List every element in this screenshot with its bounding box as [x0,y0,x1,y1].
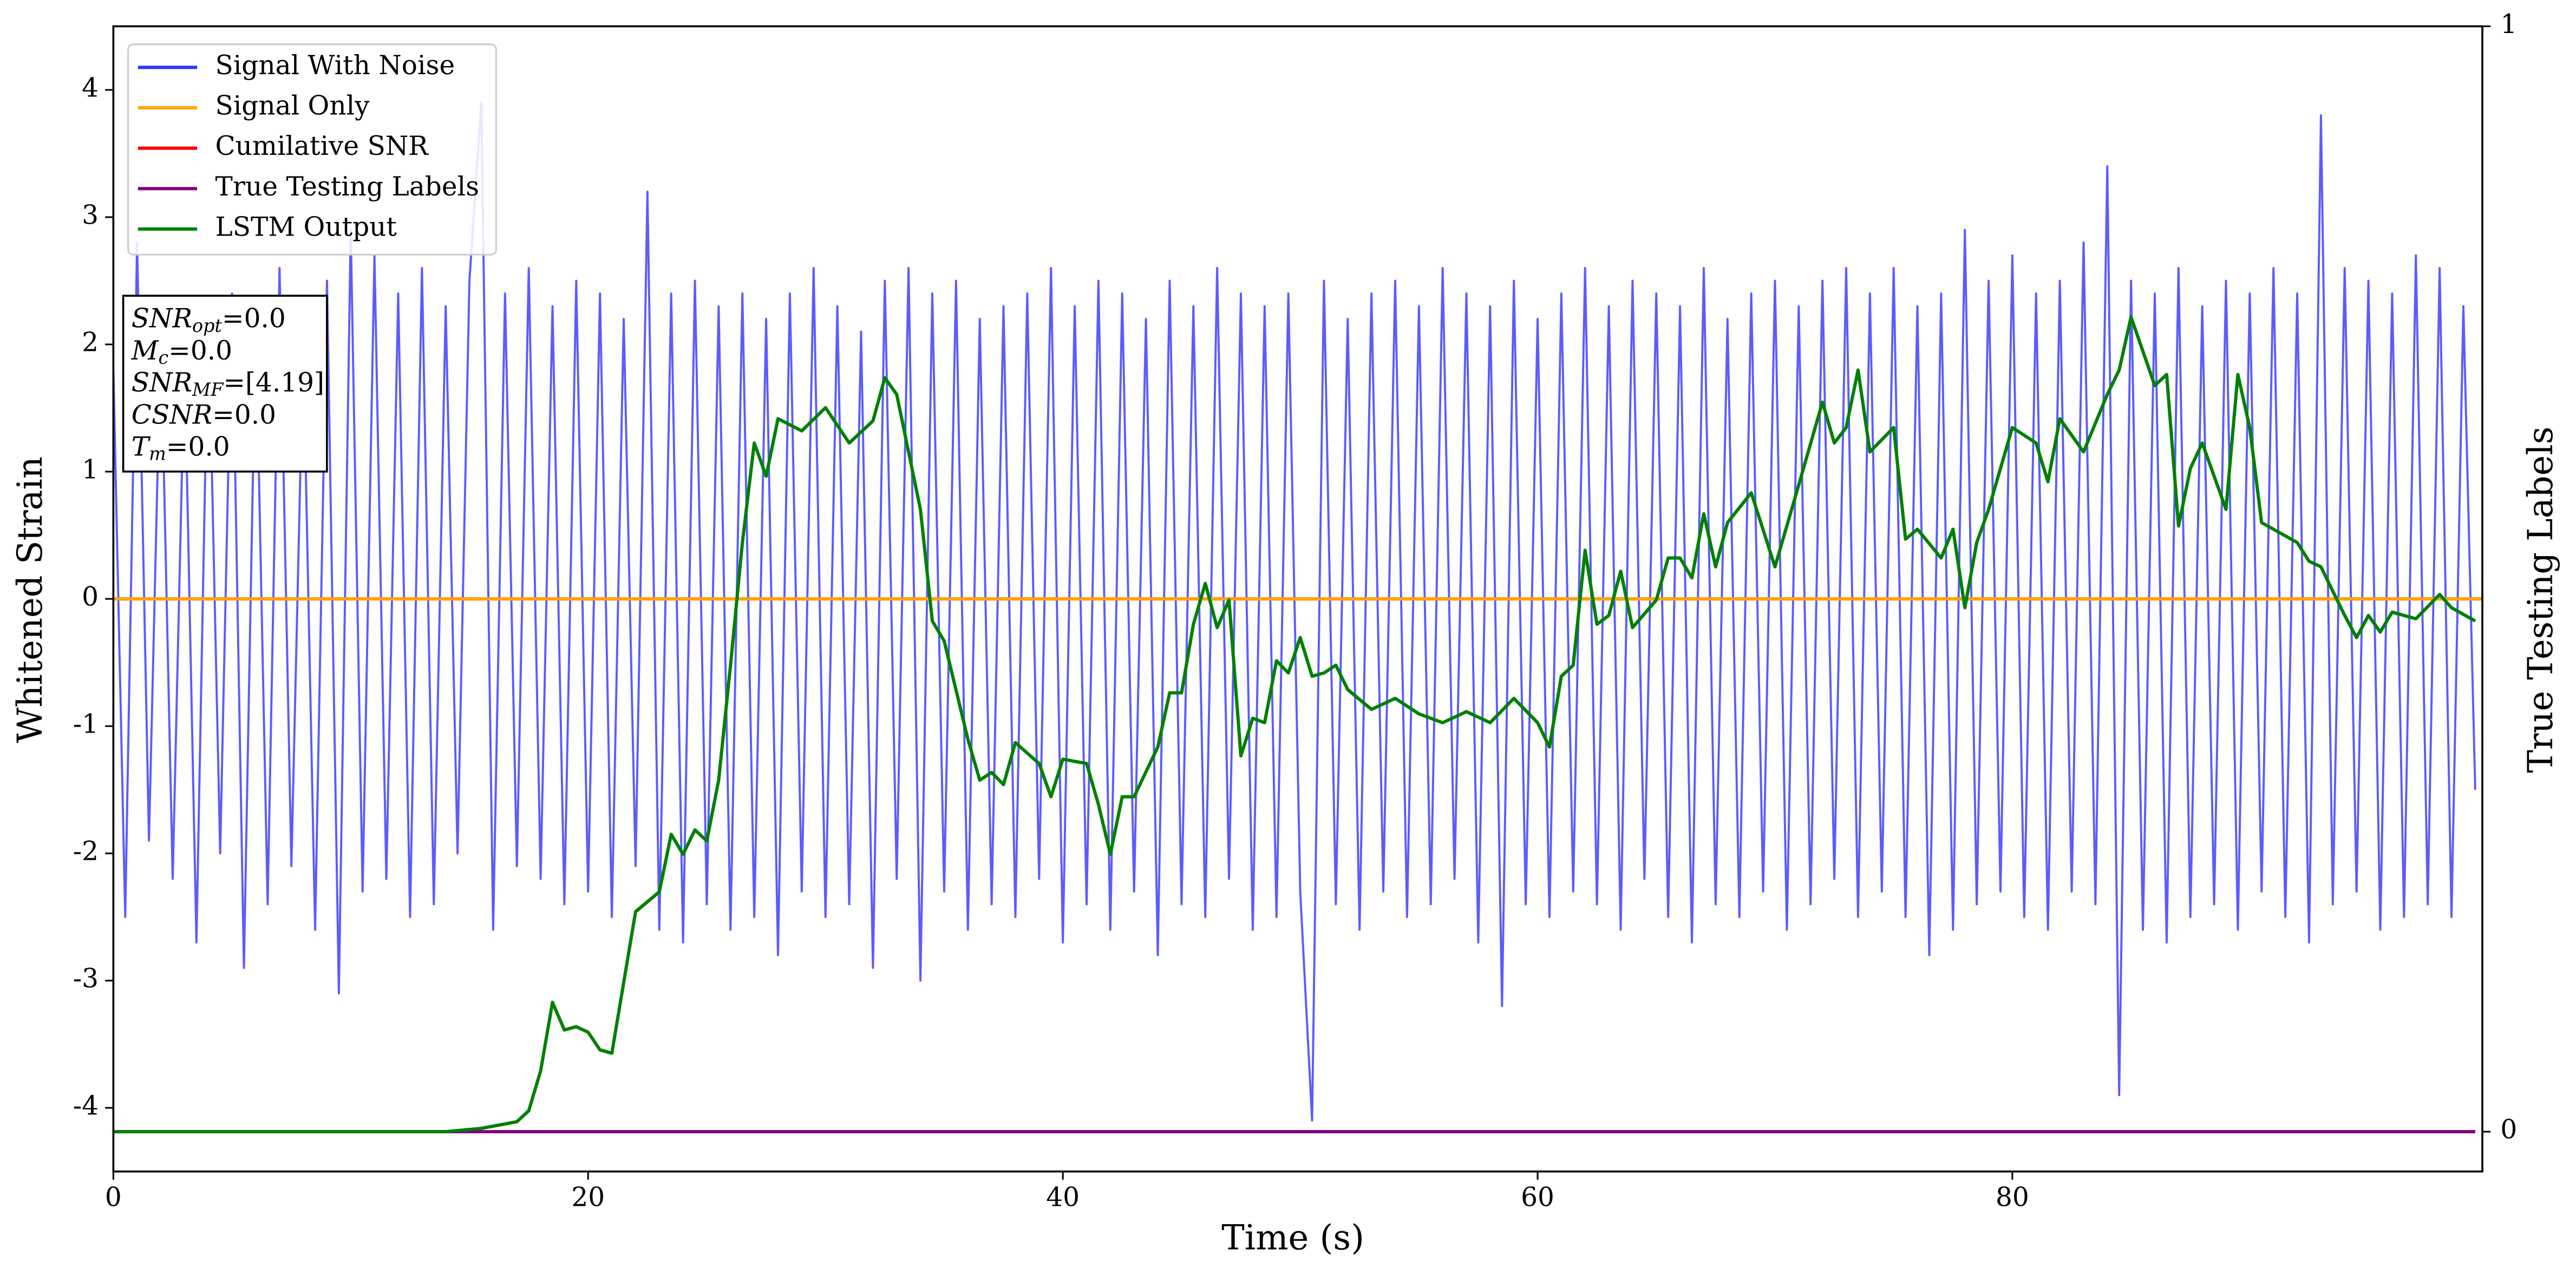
y-tick-label: -1 [73,709,99,740]
y-tick-label: 4 [82,73,99,103]
annotation-base: T [132,432,151,462]
annotation-sub: MF [192,379,224,400]
y-tick-label: -4 [73,1091,99,1121]
x-tick-label: 20 [571,1182,605,1213]
y2-tick-label: 0 [2500,1115,2517,1145]
legend-label: Signal With Noise [215,50,455,81]
legend-label: LSTM Output [215,212,397,243]
x-tick-label: 40 [1046,1182,1080,1213]
y-tick-label: -2 [73,837,99,867]
y-tick-label: 3 [82,200,99,231]
annotation-base: SNR [132,368,192,398]
annotation-line: SNRopt=0.0 [132,303,286,336]
annotation-rest: =[4.19] [223,368,324,398]
annotation-rest: =0.0 [168,335,232,365]
y2-tick-label: 1 [2500,9,2517,40]
plot-frame [112,25,2483,1173]
legend-label: Cumilative SNR [215,131,429,161]
annotation-base: CSNR [132,400,212,430]
annotation-base: SNR [132,303,192,334]
x-axis-label: Time (s) [1221,1218,1364,1258]
legend-label: True Testing Labels [215,172,480,202]
series-line [113,101,2476,1122]
annotation-sub: c [158,347,168,368]
annotation-rest: =0.0 [212,400,276,430]
x-tick-label: 0 [105,1182,122,1213]
y-tick-label: 1 [82,455,99,485]
annotation-line: CSNR=0.0 [132,400,276,430]
annotation-line: SNRMF=[4.19] [132,368,324,401]
annotation-sub: m [149,443,166,465]
x-tick-label: 80 [1996,1182,2029,1213]
annotation-line: Mc=0.0 [131,335,232,368]
y-tick-label: 2 [82,328,99,358]
legend-label: Signal Only [215,91,370,121]
legend-box [127,43,497,256]
y2-axis-label: True Testing Labels [2521,427,2561,773]
annotation-sub: opt [192,315,222,336]
annotation-box [122,295,328,473]
y-tick-label: 0 [82,582,99,612]
annotation-rest: =0.0 [222,303,286,334]
plot-area [113,101,2483,1134]
y-axis-label: Whitened Strain [10,456,50,743]
series-line [113,315,2476,1134]
y-tick-label: -3 [73,964,99,994]
annotation-line: Tm=0.0 [132,432,230,465]
x-tick-label: 60 [1521,1182,1554,1213]
annotation-rest: =0.0 [166,432,230,462]
annotation-base: M [131,335,159,365]
